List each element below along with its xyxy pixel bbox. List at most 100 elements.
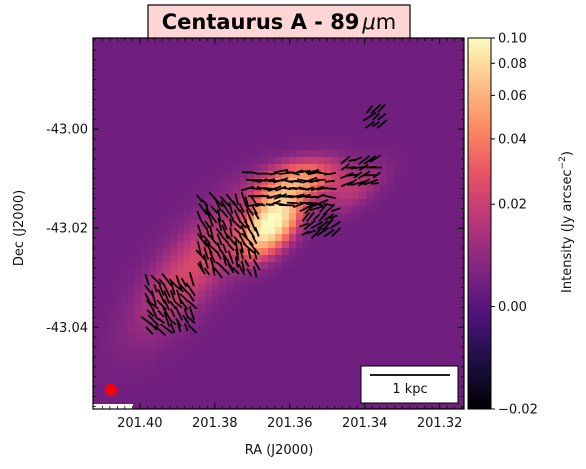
map-pixel bbox=[324, 129, 332, 137]
polarization-vector bbox=[182, 314, 190, 325]
map-pixel bbox=[156, 346, 164, 354]
map-pixel bbox=[324, 332, 332, 340]
map-pixel bbox=[394, 157, 402, 165]
map-pixel bbox=[338, 143, 346, 151]
map-pixel bbox=[198, 52, 206, 60]
map-pixel bbox=[156, 52, 164, 60]
map-pixel bbox=[121, 143, 129, 151]
map-pixel bbox=[450, 262, 458, 270]
map-pixel bbox=[443, 276, 451, 284]
map-pixel bbox=[457, 297, 464, 305]
map-pixel bbox=[324, 395, 332, 403]
map-pixel bbox=[380, 206, 388, 214]
map-pixel bbox=[128, 199, 136, 207]
map-pixel bbox=[254, 157, 262, 165]
map-pixel bbox=[191, 353, 199, 361]
map-pixel bbox=[352, 269, 360, 277]
map-pixel bbox=[415, 325, 423, 333]
map-pixel bbox=[345, 192, 353, 200]
map-pixel bbox=[359, 73, 367, 81]
map-pixel bbox=[317, 269, 325, 277]
title-text: Centaurus A - 89 μm bbox=[162, 10, 397, 34]
polarization-vector bbox=[144, 292, 151, 302]
map-pixel bbox=[261, 297, 269, 305]
map-pixel bbox=[226, 59, 234, 67]
map-pixel bbox=[142, 339, 150, 347]
map-pixel bbox=[254, 150, 262, 158]
map-pixel bbox=[247, 73, 255, 81]
map-pixel bbox=[170, 227, 178, 235]
map-pixel bbox=[114, 234, 122, 242]
map-pixel bbox=[121, 108, 129, 116]
map-pixel bbox=[100, 94, 108, 102]
map-pixel bbox=[408, 108, 416, 116]
map-pixel bbox=[198, 220, 206, 228]
map-pixel bbox=[261, 171, 269, 179]
map-pixel bbox=[247, 66, 255, 74]
map-pixel bbox=[240, 52, 248, 60]
map-pixel bbox=[275, 290, 283, 298]
map-pixel bbox=[121, 171, 129, 179]
map-pixel bbox=[310, 311, 318, 319]
map-pixel bbox=[366, 45, 374, 53]
map-pixel bbox=[289, 52, 297, 60]
map-pixel bbox=[100, 339, 108, 347]
polarization-vector bbox=[217, 218, 223, 231]
map-pixel bbox=[128, 122, 136, 130]
map-pixel bbox=[352, 178, 360, 186]
map-pixel bbox=[443, 339, 451, 347]
map-pixel bbox=[114, 325, 122, 333]
map-pixel bbox=[205, 143, 213, 151]
map-pixel bbox=[366, 360, 374, 368]
map-pixel bbox=[352, 213, 360, 221]
map-pixel bbox=[450, 87, 458, 95]
map-pixel bbox=[170, 360, 178, 368]
map-pixel bbox=[163, 220, 171, 228]
map-pixel bbox=[387, 143, 395, 151]
map-pixel bbox=[457, 325, 464, 333]
map-pixel bbox=[387, 353, 395, 361]
map-pixel bbox=[121, 178, 129, 186]
map-pixel bbox=[296, 38, 304, 46]
map-pixel bbox=[100, 276, 108, 284]
polarization-vector bbox=[169, 308, 176, 318]
map-pixel bbox=[345, 346, 353, 354]
map-pixel bbox=[310, 115, 318, 123]
polarization-vector bbox=[362, 111, 377, 122]
map-pixel bbox=[121, 164, 129, 172]
map-pixel bbox=[240, 136, 248, 144]
map-pixel bbox=[338, 374, 346, 382]
map-pixel bbox=[191, 59, 199, 67]
map-pixel bbox=[121, 101, 129, 109]
map-pixel bbox=[401, 129, 409, 137]
map-pixel bbox=[457, 248, 464, 256]
map-pixel bbox=[163, 353, 171, 361]
title-main: Centaurus A - 89 bbox=[162, 10, 360, 34]
map-pixel bbox=[184, 325, 192, 333]
map-pixel bbox=[156, 304, 164, 312]
map-pixel bbox=[198, 332, 206, 340]
map-pixel bbox=[436, 164, 444, 172]
map-pixel bbox=[380, 87, 388, 95]
map-pixel bbox=[156, 164, 164, 172]
map-pixel bbox=[373, 360, 381, 368]
map-pixel bbox=[268, 45, 276, 53]
map-pixel bbox=[219, 339, 227, 347]
map-pixel bbox=[212, 192, 220, 200]
map-pixel bbox=[303, 206, 311, 214]
map-pixel bbox=[317, 150, 325, 158]
map-pixel bbox=[177, 87, 185, 95]
map-pixel bbox=[443, 115, 451, 123]
map-pixel bbox=[128, 353, 136, 361]
map-pixel bbox=[310, 353, 318, 361]
polarization-vector bbox=[183, 323, 189, 332]
map-pixel bbox=[149, 227, 157, 235]
map-pixel bbox=[359, 269, 367, 277]
map-pixel bbox=[219, 346, 227, 354]
map-pixel bbox=[324, 87, 332, 95]
map-pixel bbox=[107, 339, 115, 347]
map-pixel bbox=[156, 262, 164, 270]
map-pixel bbox=[247, 276, 255, 284]
map-pixel bbox=[128, 276, 136, 284]
map-pixel bbox=[163, 157, 171, 165]
